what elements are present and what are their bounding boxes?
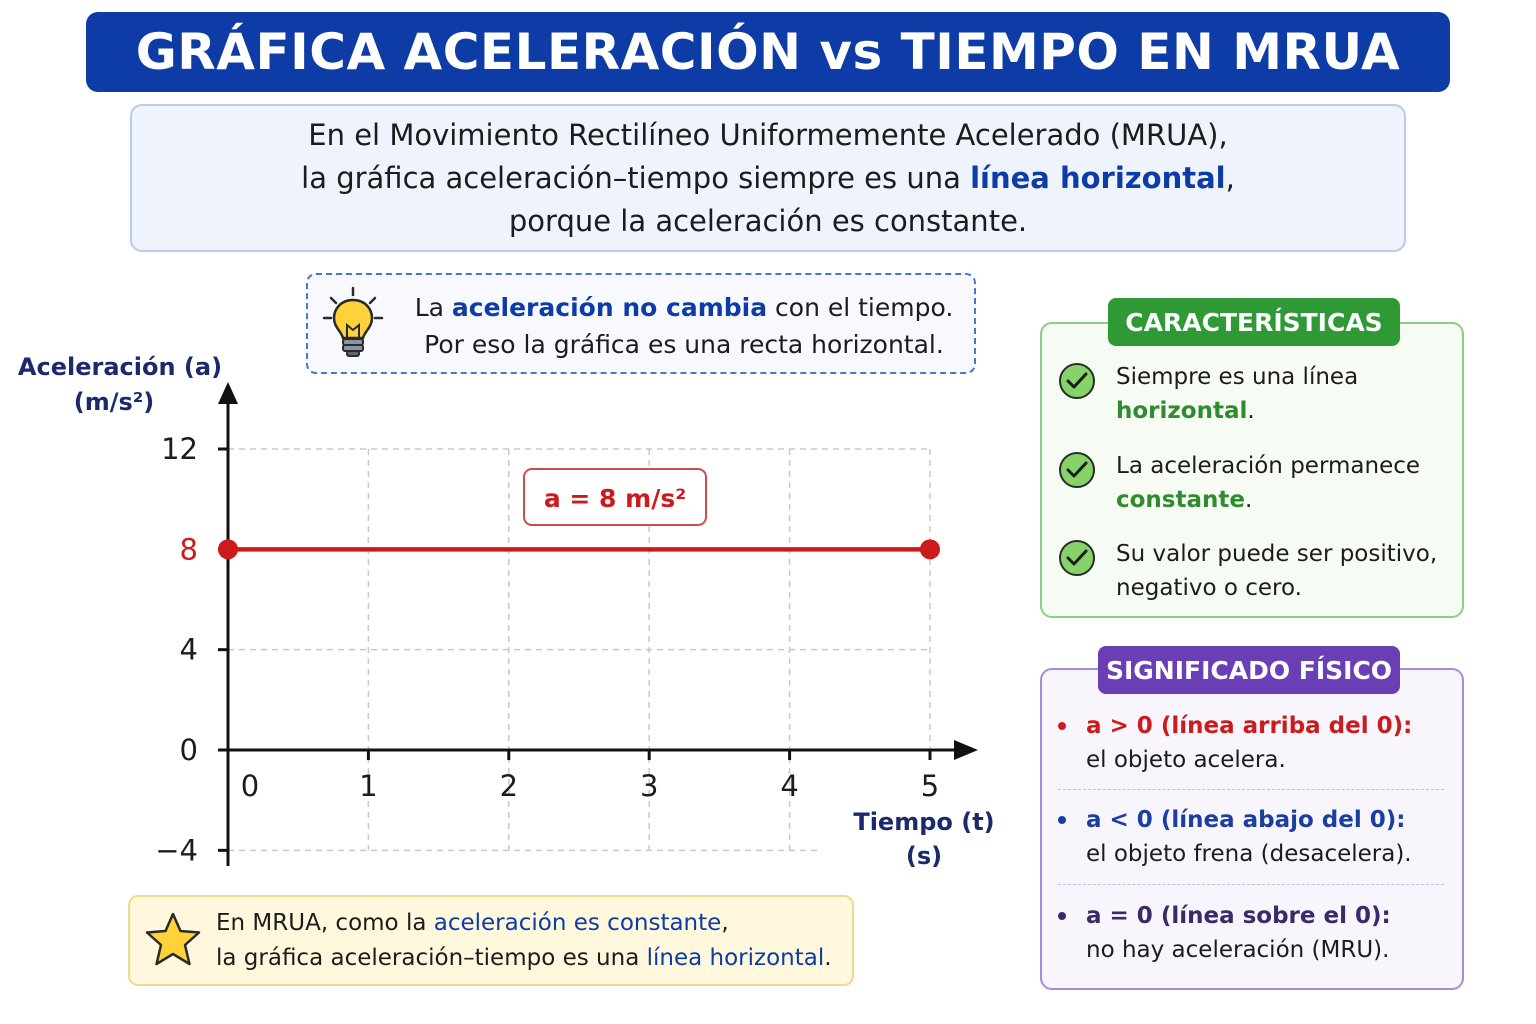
- feature-highlight: horizontal: [1116, 398, 1248, 424]
- check-circle-icon: [1059, 363, 1095, 399]
- feature-text: Siempre es una línea horizontal.: [1116, 360, 1456, 428]
- divider: [1058, 789, 1444, 790]
- intro-highlight: línea horizontal: [970, 160, 1226, 195]
- y-tick-label: 8: [180, 532, 198, 566]
- data-point: [218, 539, 238, 560]
- x-axis-unit: (s): [906, 842, 942, 870]
- bullet-dot: [1058, 912, 1066, 920]
- meaning-condition: a = 0 (línea sobre el 0):: [1086, 903, 1391, 929]
- x-tick-label: 0: [241, 769, 259, 803]
- y-axis-arrow: [218, 382, 238, 404]
- data-point: [920, 539, 940, 560]
- tip-box: La aceleración no cambia con el tiempo. …: [306, 273, 976, 374]
- meaning-condition: a > 0 (línea arriba del 0):: [1086, 713, 1413, 739]
- x-tick-label: 5: [921, 769, 939, 803]
- tip-text: La aceleración no cambia con el tiempo. …: [404, 289, 964, 363]
- meaning-panel: [1040, 668, 1464, 990]
- x-tick-label: 2: [500, 769, 518, 803]
- intro-line-2-text: la gráfica aceleración–tiempo siempre es…: [301, 160, 971, 195]
- y-tick-label: 4: [180, 633, 198, 667]
- x-tick-label: 3: [640, 769, 658, 803]
- note-line-2-start: la gráfica aceleración–tiempo es una: [216, 945, 647, 971]
- note-line-1: En MRUA, como la aceleración es constant…: [216, 906, 846, 941]
- intro-line-1: En el Movimiento Rectilíneo Uniformement…: [308, 117, 1228, 152]
- note-line-2-end: .: [824, 945, 832, 971]
- check-circle-icon: [1059, 540, 1095, 576]
- x-tick-label: 1: [359, 769, 377, 803]
- note-text: En MRUA, como la aceleración es constant…: [216, 906, 846, 976]
- summary-note: En MRUA, como la aceleración es constant…: [128, 895, 854, 986]
- star-icon: [145, 912, 201, 966]
- meaning-description: no hay aceleración (MRU).: [1086, 937, 1390, 963]
- feature-text: La aceleración permanece constante.: [1116, 449, 1456, 517]
- feature-highlight: constante: [1116, 487, 1245, 513]
- lightbulb-icon: [322, 286, 384, 357]
- feature-text-end: .: [1247, 398, 1255, 424]
- note-line-1-start: En MRUA, como la: [216, 910, 434, 936]
- meaning-title: SIGNIFICADO FÍSICO: [1098, 646, 1400, 694]
- y-axis-title: Aceleración (a): [18, 353, 222, 381]
- x-axis-arrow: [954, 740, 978, 760]
- tip-line-1-end: con el tiempo.: [767, 293, 954, 322]
- intro-box: En el Movimiento Rectilíneo Uniformement…: [130, 104, 1406, 252]
- intro-line-2-end: ,: [1225, 160, 1235, 195]
- tip-line-1: La aceleración no cambia con el tiempo.: [404, 289, 964, 326]
- check-circle-icon: [1059, 452, 1095, 488]
- value-annotation: a = 8 m/s²: [523, 468, 707, 526]
- meaning-condition: a < 0 (línea abajo del 0):: [1086, 807, 1406, 833]
- features-panel: [1040, 322, 1464, 618]
- chart-series: [218, 539, 940, 560]
- page-title: GRÁFICA ACELERACIÓN vs TIEMPO EN MRUA: [135, 23, 1401, 81]
- tip-line-1-start: La: [414, 293, 452, 322]
- feature-text-start: La aceleración permanece: [1116, 453, 1421, 479]
- feature-text-start: Siempre es una línea: [1116, 364, 1359, 390]
- title-bar: GRÁFICA ACELERACIÓN vs TIEMPO EN MRUA: [86, 12, 1450, 92]
- intro-line-2: la gráfica aceleración–tiempo siempre es…: [301, 157, 1235, 200]
- y-tick-label: 0: [180, 733, 198, 767]
- tip-line-2: Por eso la gráfica es una recta horizont…: [424, 330, 944, 359]
- bullet-dot: [1058, 816, 1066, 824]
- x-tick-label: 4: [780, 769, 798, 803]
- x-axis-title: Tiempo (t): [853, 808, 994, 836]
- features-title: CARACTERÍSTICAS: [1108, 298, 1400, 346]
- y-tick-label: −4: [155, 833, 198, 867]
- intro-line-3: porque la aceleración es constante.: [508, 203, 1028, 238]
- note-line-2: la gráfica aceleración–tiempo es una lín…: [216, 941, 846, 976]
- note-highlight-2: línea horizontal: [646, 945, 825, 971]
- note-highlight-1: aceleración es constante: [433, 910, 722, 936]
- note-line-1-end: ,: [721, 910, 729, 936]
- feature-text: Su valor puede ser positivo, negativo o …: [1116, 541, 1438, 601]
- bullet-dot: [1058, 722, 1066, 730]
- chart-axes: [218, 382, 978, 866]
- y-tick-label: 12: [161, 432, 198, 466]
- meaning-description: el objeto frena (desacelera).: [1086, 841, 1412, 867]
- tip-highlight: aceleración no cambia: [451, 293, 768, 322]
- meaning-description: el objeto acelera.: [1086, 747, 1286, 773]
- divider: [1058, 884, 1444, 885]
- annotation-box: [523, 468, 707, 526]
- annotation-text: a = 8 m/s²: [544, 484, 686, 513]
- y-axis-unit: (m/s²): [74, 388, 155, 416]
- feature-text-end: .: [1244, 487, 1253, 513]
